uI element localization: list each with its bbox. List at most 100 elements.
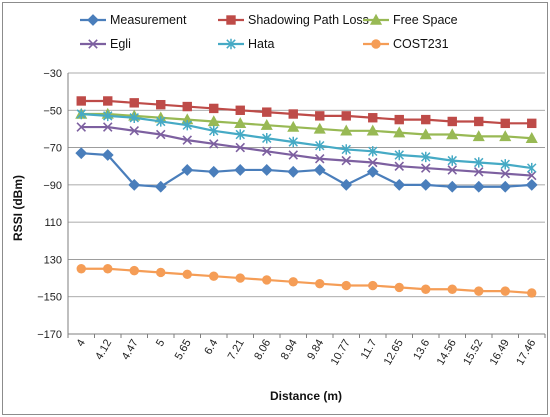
data-point-marker bbox=[366, 124, 379, 136]
data-point-marker bbox=[76, 108, 86, 120]
data-point-marker bbox=[182, 120, 192, 131]
data-point-marker bbox=[394, 282, 404, 293]
data-point-marker bbox=[500, 118, 510, 129]
series-shadowing-path-loss bbox=[76, 96, 537, 129]
data-point-marker bbox=[472, 130, 485, 142]
data-point-marker bbox=[287, 165, 300, 178]
data-point-marker bbox=[394, 149, 404, 161]
x-tick-label: 5 bbox=[154, 338, 167, 349]
data-point-marker bbox=[76, 96, 86, 106]
legend-item: Hata bbox=[218, 37, 274, 51]
series-egli bbox=[76, 122, 537, 181]
y-axis-title: RSSI (dBm) bbox=[11, 175, 25, 241]
y-tick-label: 130 bbox=[44, 254, 62, 266]
data-point-marker bbox=[368, 113, 378, 123]
data-point-marker bbox=[447, 284, 457, 294]
x-tick-label: 16.49 bbox=[488, 338, 512, 368]
x-tick-label: 15.52 bbox=[461, 338, 485, 368]
x-tick-label: 13.6 bbox=[411, 338, 432, 363]
x-tick-label: 7.21 bbox=[226, 338, 247, 363]
data-point-marker bbox=[75, 147, 88, 160]
data-point-marker bbox=[447, 116, 457, 127]
grid-layer bbox=[68, 72, 545, 335]
x-tick-label: 4 bbox=[74, 338, 87, 349]
data-point-marker bbox=[500, 286, 510, 296]
data-point-marker bbox=[261, 146, 272, 157]
data-point-marker bbox=[472, 180, 485, 193]
series-measurement bbox=[75, 147, 538, 193]
data-point-marker bbox=[288, 277, 298, 287]
data-point-marker bbox=[287, 120, 300, 132]
legend-label: Shadowing Path Loss bbox=[248, 13, 369, 27]
data-point-marker bbox=[226, 15, 236, 25]
data-point-marker bbox=[103, 110, 113, 122]
series-line bbox=[81, 112, 532, 170]
x-tick-label: 10.77 bbox=[329, 338, 353, 368]
data-point-marker bbox=[315, 278, 325, 289]
data-point-marker bbox=[525, 178, 538, 191]
data-point-marker bbox=[129, 265, 139, 276]
data-point-marker bbox=[155, 129, 166, 140]
legend-item: Measurement bbox=[80, 13, 187, 27]
data-point-marker bbox=[262, 133, 272, 144]
legend-item: Shadowing Path Loss bbox=[218, 13, 369, 27]
data-point-marker bbox=[446, 180, 459, 193]
data-point-marker bbox=[235, 129, 245, 140]
data-point-marker bbox=[340, 124, 353, 136]
legend-label: Measurement bbox=[110, 13, 187, 27]
x-tick-label: 6.4 bbox=[202, 338, 220, 357]
data-point-marker bbox=[156, 267, 166, 278]
legend: Measurement Shadowing Path Loss Free Space… bbox=[80, 13, 458, 51]
data-point-marker bbox=[208, 139, 219, 149]
data-point-marker bbox=[156, 116, 166, 127]
y-tick-label: −90 bbox=[43, 180, 62, 192]
legend-label: Free Space bbox=[393, 13, 458, 27]
data-point-marker bbox=[341, 155, 352, 166]
data-point-marker bbox=[419, 178, 432, 191]
series-cost231 bbox=[76, 264, 537, 298]
data-point-marker bbox=[288, 109, 298, 119]
series-line bbox=[81, 267, 532, 295]
data-point-marker bbox=[313, 164, 326, 176]
data-point-marker bbox=[88, 39, 98, 49]
data-point-marker bbox=[129, 112, 139, 123]
data-point-marker bbox=[128, 178, 141, 191]
data-point-marker bbox=[315, 111, 325, 121]
data-point-marker bbox=[102, 122, 113, 132]
x-tick-label: 4.12 bbox=[93, 338, 114, 363]
series-line bbox=[81, 112, 532, 140]
x-axis-title: Distance (m) bbox=[270, 389, 342, 403]
data-point-marker bbox=[101, 149, 114, 161]
x-tick-label: 5.65 bbox=[173, 338, 194, 363]
data-point-marker bbox=[341, 280, 351, 291]
data-point-marker bbox=[447, 165, 458, 175]
data-point-marker bbox=[182, 101, 192, 112]
data-point-marker bbox=[474, 286, 484, 296]
data-point-marker bbox=[527, 118, 537, 129]
data-point-marker bbox=[262, 275, 272, 285]
data-point-marker bbox=[500, 168, 511, 179]
x-tick-label: 8.06 bbox=[252, 338, 273, 363]
data-point-marker bbox=[288, 150, 299, 160]
legend-label: Egli bbox=[110, 37, 131, 51]
series-layer bbox=[75, 96, 538, 298]
series-hata bbox=[76, 108, 537, 174]
data-point-marker bbox=[393, 126, 406, 138]
data-point-marker bbox=[371, 39, 381, 49]
data-point-marker bbox=[367, 157, 378, 168]
data-point-marker bbox=[394, 161, 405, 171]
y-tick-label: −170 bbox=[37, 329, 62, 341]
data-point-marker bbox=[341, 144, 351, 155]
x-tick-label: 12.65 bbox=[382, 338, 406, 368]
legend-item: Free Space bbox=[363, 13, 458, 27]
data-point-marker bbox=[262, 107, 272, 117]
x-tick-label: 17.46 bbox=[514, 338, 538, 368]
data-point-marker bbox=[226, 38, 236, 50]
data-point-marker bbox=[313, 122, 326, 134]
legend-label: COST231 bbox=[393, 37, 449, 51]
x-tick-label: 4.47 bbox=[120, 338, 141, 363]
data-point-marker bbox=[525, 132, 538, 143]
data-point-marker bbox=[103, 264, 113, 274]
